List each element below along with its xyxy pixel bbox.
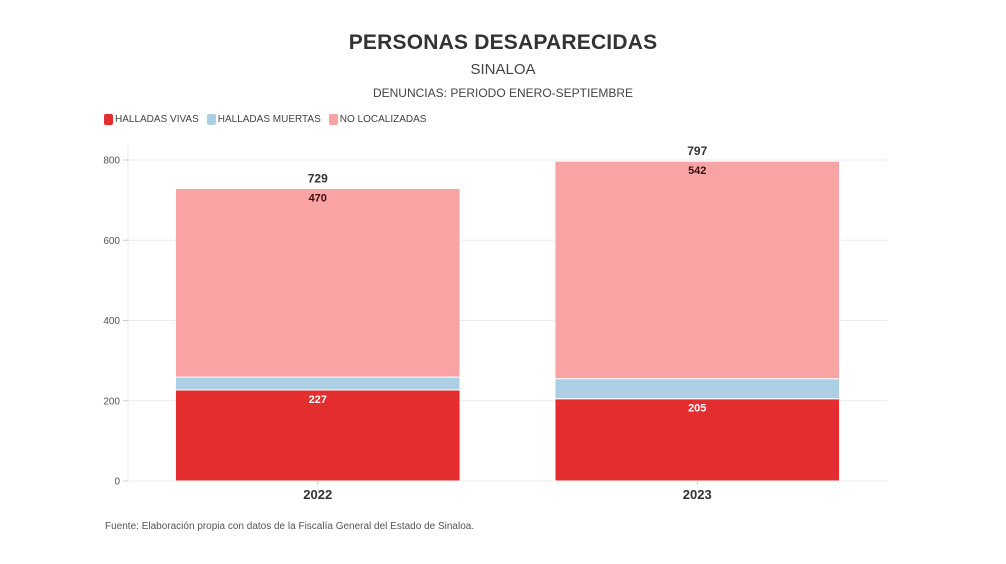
- source-note: Fuente: Elaboración propia con datos de …: [105, 521, 475, 532]
- legend-label: HALLADAS VIVAS: [115, 114, 199, 125]
- data-labels: 227 470 729 205 542 797: [308, 144, 708, 415]
- legend-swatch: [104, 114, 113, 125]
- y-axis: 0 200 400 600 800: [103, 156, 128, 488]
- y-tick-label: 0: [114, 477, 120, 488]
- legend-swatch: [206, 114, 216, 125]
- bars: [174, 160, 841, 482]
- bar-segment-halladas-muertas-2022[interactable]: [174, 376, 461, 391]
- data-label: 542: [688, 165, 706, 177]
- chart-description: DENUNCIAS: PERIODO ENERO-SEPTIEMBRE: [372, 86, 634, 100]
- bar-segment-no-localizadas-2022[interactable]: [174, 187, 461, 378]
- total-label: 797: [687, 144, 707, 158]
- legend-item-halladas-muertas[interactable]: HALLADAS MUERTAS: [206, 114, 321, 125]
- legend-label: HALLADAS MUERTAS: [217, 114, 321, 125]
- bar-segment-no-localizadas-2023[interactable]: [554, 160, 841, 380]
- chart-title: PERSONAS DESAPARECIDAS: [348, 31, 658, 54]
- data-label: 470: [309, 192, 327, 204]
- legend-label: NO LOCALIZADAS: [339, 114, 427, 125]
- legend-item-no-localizadas[interactable]: NO LOCALIZADAS: [328, 114, 427, 125]
- x-axis: 2022 2023: [303, 481, 712, 502]
- y-tick-label: 400: [103, 316, 120, 327]
- legend-item-halladas-vivas[interactable]: HALLADAS VIVAS: [104, 114, 199, 125]
- data-label: 227: [309, 394, 327, 406]
- y-tick-label: 200: [103, 396, 120, 407]
- legend-swatch: [328, 114, 338, 125]
- y-tick-label: 600: [103, 236, 120, 247]
- total-label: 729: [308, 171, 328, 185]
- data-label: 205: [688, 403, 706, 415]
- x-tick-label: 2022: [303, 487, 332, 502]
- chart-subtitle: SINALOA: [470, 61, 536, 78]
- bar-segment-halladas-muertas-2023[interactable]: [554, 378, 841, 400]
- x-tick-label: 2023: [683, 487, 712, 502]
- legend: HALLADAS VIVAS HALLADAS MUERTAS NO LOCAL…: [104, 114, 428, 125]
- y-tick-label: 800: [103, 156, 120, 167]
